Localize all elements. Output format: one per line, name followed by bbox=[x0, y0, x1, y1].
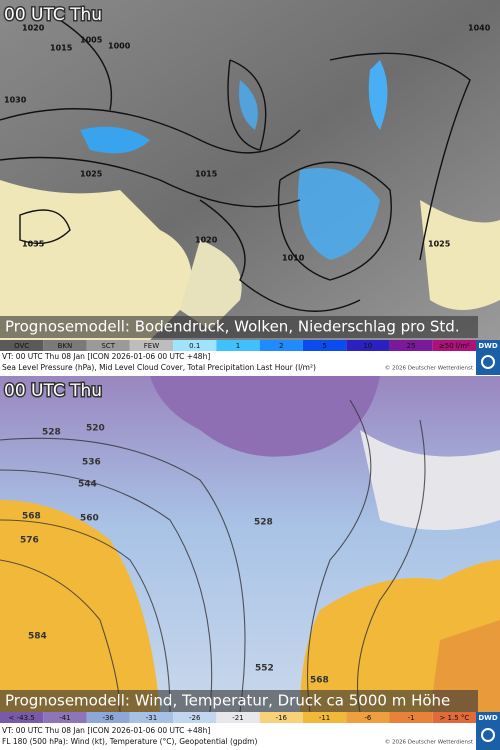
legend-label: BKN bbox=[58, 342, 73, 350]
legend-label: 1 bbox=[236, 342, 240, 350]
isobar-label: 1000 bbox=[108, 42, 131, 51]
panel-title: Prognosemodell: Bodendruck, Wolken, Nied… bbox=[5, 318, 460, 336]
geopotential-label: 528 bbox=[42, 428, 61, 438]
geopotential-labels: 520 528 536 544 560 568 576 584 528 552 … bbox=[20, 424, 329, 686]
legend-label: -21 bbox=[232, 714, 243, 722]
panel-title: Prognosemodell: Wind, Temperatur, Druck … bbox=[5, 692, 450, 710]
geopotential-label: 528 bbox=[254, 518, 273, 528]
legend-swatch bbox=[173, 340, 217, 351]
geopotential-label: 584 bbox=[28, 632, 47, 642]
geopotential-label: 568 bbox=[22, 512, 41, 522]
valid-time-label: 00 UTC Thu bbox=[4, 381, 102, 401]
legend-label: ≥50 l/m² bbox=[439, 342, 470, 350]
geopotential-label: 520 bbox=[86, 424, 105, 434]
isobar-label: 1035 bbox=[22, 240, 45, 249]
caption-line: VT: 00 UTC Thu 08 Jan [ICON 2026-01-06 0… bbox=[2, 726, 210, 735]
legend-swatch bbox=[173, 712, 217, 723]
legend-label: -1 bbox=[408, 714, 415, 722]
isobar-label: 1025 bbox=[428, 240, 451, 249]
legend-swatch bbox=[302, 712, 347, 723]
map-panel-1 bbox=[0, 0, 500, 340]
legend-swatch bbox=[0, 340, 44, 351]
legend-label: SCT bbox=[101, 342, 115, 350]
legend-swatch bbox=[389, 712, 433, 723]
copyright: © 2026 Deutscher Wetterdienst bbox=[385, 739, 474, 746]
caption-line: VT: 00 UTC Thu 08 Jan [ICON 2026-01-06 0… bbox=[2, 352, 210, 361]
legend-swatch bbox=[259, 712, 303, 723]
map-panel-2 bbox=[0, 376, 500, 713]
legend-swatch bbox=[432, 712, 476, 723]
legend-label: -16 bbox=[276, 714, 288, 722]
legend-swatch bbox=[302, 340, 347, 351]
legend-label: -41 bbox=[59, 714, 70, 722]
legend-label: 25 bbox=[407, 342, 416, 350]
isobar-label: 1010 bbox=[282, 254, 305, 263]
legend-label: 0.1 bbox=[189, 342, 200, 350]
legend-swatch bbox=[346, 712, 390, 723]
geopotential-label: 576 bbox=[20, 536, 39, 546]
copyright: © 2026 Deutscher Wetterdienst bbox=[385, 365, 474, 372]
legend-label: 10 bbox=[363, 342, 372, 350]
legend-swatch bbox=[346, 340, 390, 351]
geopotential-label: 536 bbox=[82, 458, 101, 468]
isobar-label: 1030 bbox=[4, 96, 27, 105]
isobar-label: 1020 bbox=[22, 24, 45, 33]
isobar-label: 1025 bbox=[80, 170, 103, 179]
geopotential-label: 544 bbox=[78, 480, 97, 490]
legend-swatch bbox=[0, 712, 44, 723]
isobar-label: 1040 bbox=[468, 24, 491, 33]
valid-time-label: 00 UTC Thu bbox=[4, 5, 102, 25]
legend-label: -26 bbox=[189, 714, 201, 722]
logo: DWD bbox=[478, 714, 498, 722]
legend-swatch bbox=[216, 712, 260, 723]
legend: OVC BKN SCT FEW 0.1 1 2 5 10 25 ≥50 l/m² bbox=[0, 340, 476, 351]
legend-label: 2 bbox=[279, 342, 283, 350]
legend: < -43.5 -41 -36 -31 -26 -21 -16 -11 -6 -1 > 1.5 °C bbox=[0, 712, 476, 723]
isobar-label: 1015 bbox=[50, 44, 73, 53]
caption-line: Sea Level Pressure (hPa), Mid Level Clou… bbox=[2, 363, 316, 372]
isobar-label: 1005 bbox=[80, 36, 103, 45]
legend-swatch bbox=[86, 712, 130, 723]
legend-label: -11 bbox=[319, 714, 330, 722]
legend-swatch bbox=[43, 340, 87, 351]
legend-label: 5 bbox=[322, 342, 326, 350]
legend-swatch bbox=[389, 340, 433, 351]
legend-swatch bbox=[216, 340, 260, 351]
legend-label: < -43.5 bbox=[9, 714, 35, 722]
geopotential-label: 568 bbox=[310, 676, 329, 686]
caption-line: FL 180 (500 hPa): Wind (kt), Temperature… bbox=[2, 737, 257, 746]
logo: DWD bbox=[478, 342, 498, 350]
legend-swatch bbox=[432, 340, 476, 351]
isobar-label: 1020 bbox=[195, 236, 218, 245]
legend-label: -36 bbox=[102, 714, 114, 722]
geopotential-label: 560 bbox=[80, 514, 99, 524]
legend-label: OVC bbox=[14, 342, 29, 350]
legend-label: -6 bbox=[364, 714, 372, 722]
legend-swatch bbox=[259, 340, 303, 351]
legend-swatch bbox=[43, 712, 87, 723]
geopotential-label: 552 bbox=[255, 664, 274, 674]
isobar-label: 1015 bbox=[195, 170, 218, 179]
legend-label: FEW bbox=[144, 342, 159, 350]
isobar-labels: 1020 1015 1005 1000 1030 1025 1035 1015 … bbox=[4, 24, 491, 263]
legend-swatch bbox=[129, 340, 174, 351]
legend-swatch bbox=[86, 340, 130, 351]
legend-label: -31 bbox=[146, 714, 157, 722]
legend-label: > 1.5 °C bbox=[439, 714, 469, 722]
legend-swatch bbox=[129, 712, 174, 723]
